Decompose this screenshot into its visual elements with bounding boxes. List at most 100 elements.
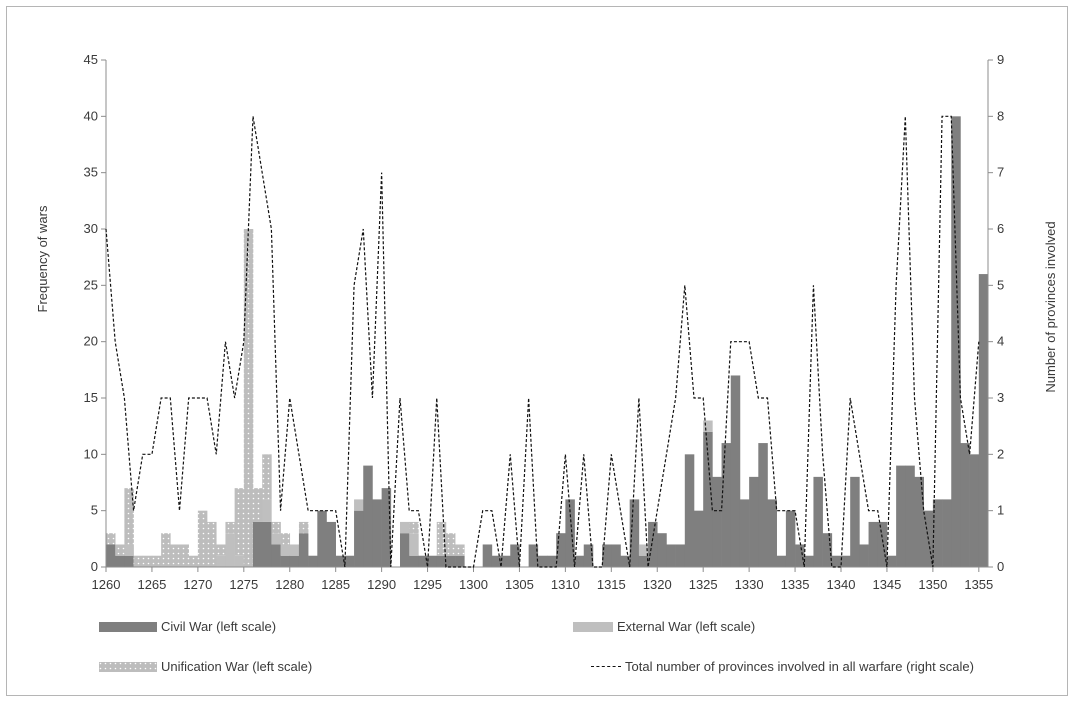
y2-tick-label: 5 — [997, 277, 1004, 292]
legend-label-unification: Unification War (left scale) — [161, 659, 313, 674]
y-axis-title: Frequency of wars — [35, 205, 50, 312]
x-tick-label: 1270 — [183, 577, 212, 592]
bar-unification — [188, 555, 199, 567]
y2-tick-label: 2 — [997, 446, 1004, 461]
bar-civil — [932, 499, 943, 567]
bar-civil — [354, 510, 364, 567]
bar-civil — [795, 544, 805, 567]
legend-swatch-external — [573, 621, 613, 632]
x-tick-label: 1310 — [551, 577, 580, 592]
bar-external — [216, 555, 226, 567]
bar-civil — [942, 499, 952, 567]
bar-civil — [841, 555, 851, 567]
bar-civil — [822, 533, 833, 567]
y-tick-label: 10 — [84, 446, 98, 461]
bar-unification — [106, 533, 116, 545]
bar-civil — [400, 533, 410, 567]
x-tick-label: 1260 — [92, 577, 121, 592]
y-tick-label: 35 — [84, 165, 98, 180]
legend-item-unification: Unification War (left scale) — [99, 659, 312, 674]
x-tick-label: 1265 — [137, 577, 166, 592]
y2-axis-title: Number of provinces involved — [1043, 221, 1058, 392]
bar-external — [289, 544, 300, 556]
bar-civil — [418, 555, 428, 567]
legend-swatch-total — [591, 666, 621, 667]
x-tick-label: 1320 — [643, 577, 672, 592]
bar-civil — [455, 555, 465, 567]
bar-unification — [142, 555, 153, 567]
bar-civil — [721, 443, 732, 567]
bar-civil — [978, 274, 989, 567]
legend-label-total: Total number of provinces involved in al… — [625, 659, 974, 674]
bar-civil — [666, 544, 676, 567]
bar-civil — [537, 555, 548, 567]
y-tick-label: 25 — [84, 277, 98, 292]
bar-external — [124, 544, 134, 556]
legend-item-civil: Civil War (left scale) — [99, 619, 276, 634]
x-tick-label: 1350 — [918, 577, 947, 592]
bar-civil — [960, 443, 970, 567]
bar-civil — [289, 555, 300, 567]
x-tick-label: 1355 — [964, 577, 993, 592]
y2-tick-label: 0 — [997, 559, 1004, 574]
legend-label-external: External War (left scale) — [617, 619, 756, 634]
bar-civil — [262, 521, 272, 567]
bar-civil — [409, 555, 419, 567]
bar-unification — [298, 521, 309, 534]
bar-civil — [124, 555, 134, 567]
bar-civil — [106, 544, 116, 567]
bar-unification — [253, 488, 263, 522]
x-tick-label: 1275 — [229, 577, 258, 592]
bar-civil — [905, 465, 915, 567]
bar-civil — [694, 510, 704, 567]
bar-civil — [326, 521, 336, 567]
bar-civil — [850, 476, 860, 567]
bar-civil — [611, 544, 621, 567]
bar-civil — [758, 443, 768, 567]
bar-civil — [969, 454, 980, 567]
legend-swatch-civil — [99, 621, 157, 632]
bar-civil — [657, 533, 667, 567]
bar-external — [703, 420, 713, 432]
y2-tick-label: 9 — [997, 52, 1004, 67]
bar-civil — [528, 544, 539, 567]
bar-civil — [896, 465, 906, 567]
bar-civil — [115, 555, 125, 567]
bar-civil — [877, 521, 888, 567]
bar-civil — [813, 476, 823, 567]
bar-civil — [344, 555, 355, 567]
bar-civil — [308, 555, 318, 567]
y-tick-label: 45 — [84, 52, 98, 67]
y-tick-label: 0 — [91, 559, 98, 574]
y2-tick-label: 8 — [997, 108, 1004, 123]
x-tick-label: 1340 — [827, 577, 856, 592]
bar-civil — [574, 555, 585, 567]
bar-civil — [638, 555, 649, 567]
bar-civil — [271, 544, 281, 567]
bar-civil — [280, 555, 291, 567]
x-tick-label: 1285 — [321, 577, 350, 592]
bar-civil — [298, 533, 309, 567]
bar-civil — [675, 544, 686, 567]
bar-civil — [253, 521, 263, 567]
legend-label-civil: Civil War (left scale) — [161, 619, 277, 634]
bar-unification — [234, 488, 245, 556]
bar-civil — [914, 476, 924, 567]
bar-external — [354, 499, 364, 511]
bar-external — [234, 555, 245, 567]
bar-civil — [648, 521, 658, 567]
bar-civil — [749, 476, 759, 567]
bar-unification — [445, 533, 456, 556]
bar-external — [271, 533, 281, 545]
bar-unification — [124, 488, 134, 545]
x-tick-label: 1335 — [781, 577, 810, 592]
bar-unification — [225, 521, 235, 534]
x-tick-label: 1315 — [597, 577, 626, 592]
bar-unification — [151, 555, 162, 567]
x-tick-label: 1325 — [689, 577, 718, 592]
bar-civil — [381, 488, 392, 567]
bar-civil — [712, 476, 722, 567]
bar-civil — [785, 510, 796, 567]
